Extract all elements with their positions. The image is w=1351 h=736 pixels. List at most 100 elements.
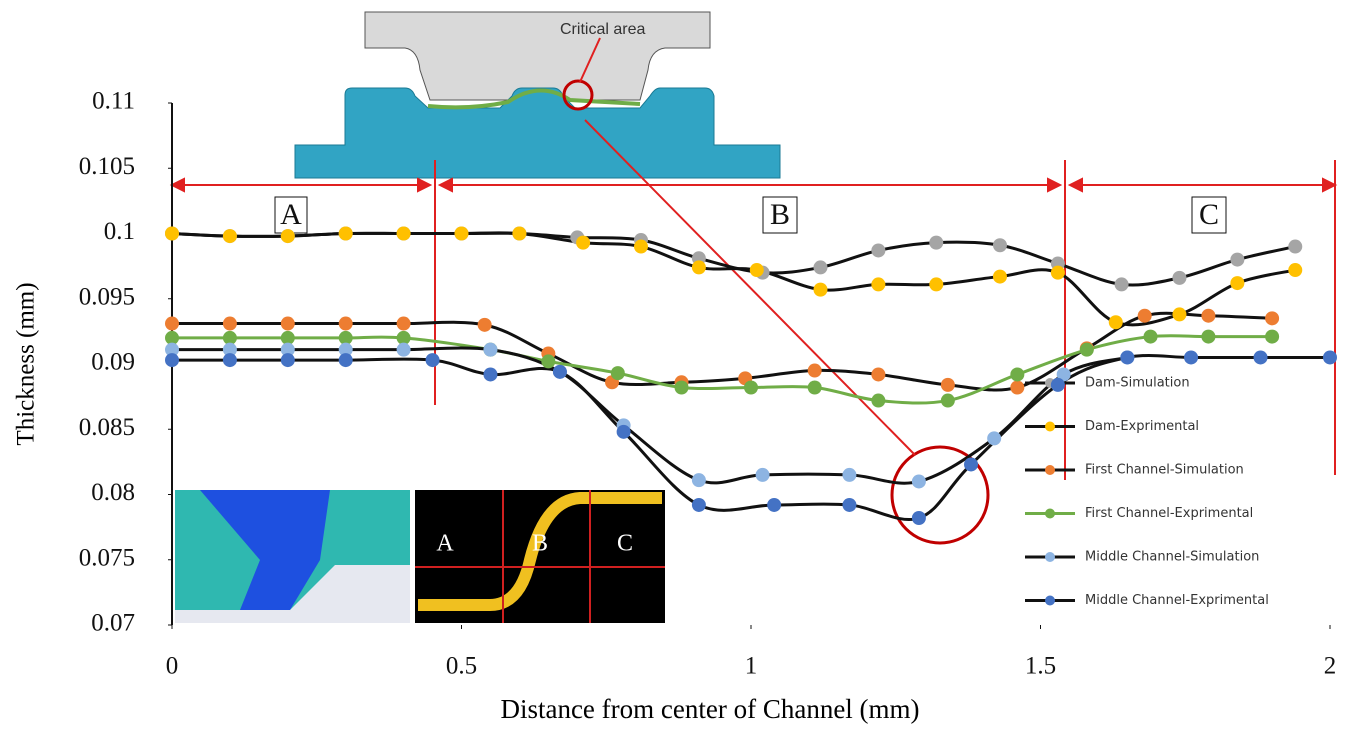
x-tick-label: 1 (745, 653, 758, 680)
series-line (172, 233, 1295, 325)
point (553, 365, 567, 379)
point (426, 353, 440, 367)
point (1120, 350, 1134, 364)
legend-label: First Channel-Simulation (1085, 463, 1244, 478)
point (912, 474, 926, 488)
point (165, 317, 179, 331)
chart: Critical area A B C A B C Thickness (mm)… (0, 0, 1351, 731)
y-tick-label: 0.08 (91, 479, 135, 506)
point (281, 229, 295, 243)
annotation: A (280, 198, 302, 231)
point (993, 270, 1007, 284)
point (756, 468, 770, 482)
legend-marker (1045, 552, 1055, 562)
legend-label: Dam-Exprimental (1085, 419, 1199, 434)
point (1051, 378, 1065, 392)
point (223, 317, 237, 331)
point (692, 473, 706, 487)
point (1201, 330, 1215, 344)
point (871, 277, 885, 291)
x-tick-label: 2 (1324, 653, 1337, 680)
x-tick-label: 0 (166, 653, 179, 680)
point (808, 380, 822, 394)
point (1265, 311, 1279, 325)
point (483, 367, 497, 381)
point (165, 353, 179, 367)
legend-label: Middle Channel-Simulation (1085, 550, 1259, 565)
point (871, 243, 885, 257)
y-tick-label: 0.07 (91, 610, 135, 637)
point (634, 240, 648, 254)
point (611, 366, 625, 380)
legend-label: Dam-Simulation (1085, 376, 1190, 391)
y-axis-label: Thickness (mm) (13, 282, 40, 445)
point (842, 498, 856, 512)
point (541, 354, 555, 368)
point (692, 260, 706, 274)
point (941, 378, 955, 392)
point (223, 229, 237, 243)
point (808, 364, 822, 378)
point (1230, 276, 1244, 290)
die-schematic (365, 12, 710, 100)
y-tick-label: 0.085 (79, 414, 135, 441)
point (813, 283, 827, 297)
point (1172, 307, 1186, 321)
point (675, 380, 689, 394)
point (813, 260, 827, 274)
series-line (172, 233, 1295, 285)
y-tick-label: 0.095 (79, 283, 135, 310)
point (339, 353, 353, 367)
y-tick-label: 0.075 (79, 544, 135, 571)
point (1201, 309, 1215, 323)
point (744, 380, 758, 394)
annotation: B (532, 531, 548, 557)
point (1138, 309, 1152, 323)
point (1254, 350, 1268, 364)
point (455, 227, 469, 241)
point (1144, 330, 1158, 344)
y-tick-label: 0.105 (79, 153, 135, 180)
annotation: C (1199, 198, 1219, 231)
point (339, 317, 353, 331)
y-tick-label: 0.09 (91, 349, 135, 376)
annotation: B (770, 198, 790, 231)
y-tick-label: 0.1 (104, 218, 135, 245)
point (281, 317, 295, 331)
point (478, 318, 492, 332)
legend-marker (1045, 596, 1055, 606)
legend-marker (1045, 465, 1055, 475)
point (1265, 330, 1279, 344)
annotation: Critical area (560, 21, 645, 38)
point (1184, 350, 1198, 364)
point (929, 236, 943, 250)
channel-schematic (295, 88, 780, 178)
point (871, 394, 885, 408)
point (397, 343, 411, 357)
point (281, 353, 295, 367)
series-line (172, 336, 1272, 403)
point (397, 317, 411, 331)
annotation: C (617, 531, 633, 557)
point (993, 238, 1007, 252)
x-tick-label: 0.5 (446, 653, 477, 680)
point (964, 457, 978, 471)
region-labels: A B C (275, 197, 1226, 233)
point (512, 227, 526, 241)
point (1080, 343, 1094, 357)
point (692, 498, 706, 512)
point (941, 394, 955, 408)
point (767, 498, 781, 512)
legend-marker (1045, 422, 1055, 432)
point (1115, 277, 1129, 291)
x-tick-label: 1.5 (1025, 653, 1056, 680)
point (1230, 253, 1244, 267)
point (483, 343, 497, 357)
legend-label: Middle Channel-Exprimental (1085, 593, 1269, 608)
point (1051, 266, 1065, 280)
point (929, 277, 943, 291)
point (1010, 380, 1024, 394)
series-line (172, 348, 1127, 483)
point (576, 236, 590, 250)
point (165, 227, 179, 241)
